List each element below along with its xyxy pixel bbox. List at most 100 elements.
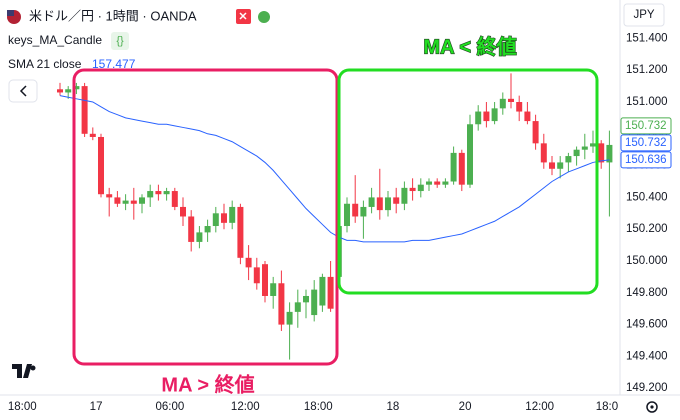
- candle-body: [368, 197, 375, 207]
- collapse-button[interactable]: [8, 79, 38, 103]
- candle-body: [573, 149, 580, 157]
- candle-body: [450, 152, 457, 182]
- candle-body: [401, 187, 408, 204]
- x-tick-label: 18: [387, 401, 400, 413]
- x-tick-label: 12:00: [231, 401, 260, 413]
- x-tick-label: 12:00: [525, 401, 554, 413]
- candle-body: [98, 136, 104, 195]
- x-tick-label: 18:0: [596, 401, 618, 413]
- y-tick-label: 149.600: [626, 319, 668, 331]
- chart-title: 米ドル／円 · 1時間 · OANDA: [29, 8, 197, 23]
- candle-body: [581, 146, 588, 150]
- candle-body: [327, 276, 334, 309]
- indicator-name: keys_MA_Candle: [8, 33, 102, 47]
- candle-body: [114, 197, 121, 204]
- svg-text:{}: {}: [116, 35, 124, 47]
- candle-body: [73, 86, 80, 90]
- candle-body: [417, 184, 424, 192]
- candle-body: [352, 203, 359, 217]
- price-label-box: [620, 151, 672, 169]
- candle-body: [188, 216, 195, 242]
- candle-body: [270, 283, 277, 296]
- annotation-label: MA < 終値: [423, 34, 516, 58]
- y-tick-label: 150.400: [626, 191, 668, 203]
- candle-body: [106, 194, 113, 198]
- y-tick-label: 150.200: [626, 223, 668, 235]
- candle-body: [467, 124, 473, 185]
- candle-body: [376, 197, 383, 211]
- candle-body: [565, 156, 572, 163]
- price-label-text: 150.732: [625, 137, 667, 149]
- candle-body: [590, 143, 596, 147]
- price-label-text: 150.732: [625, 120, 667, 132]
- sma-label: SMA 21 close: [8, 57, 82, 71]
- candle-body: [426, 181, 432, 185]
- candle-body: [81, 86, 88, 134]
- candle-body: [549, 162, 555, 169]
- candle-body: [278, 283, 285, 325]
- price-label-box: [620, 117, 672, 135]
- flag-icon[interactable]: [236, 9, 251, 24]
- candle-body: [139, 197, 145, 204]
- price-label-text: 150.636: [625, 154, 667, 166]
- candle-body: [540, 143, 547, 163]
- candle-body: [311, 289, 318, 316]
- source-code-icon[interactable]: {}: [111, 32, 129, 50]
- y-tick-label: 149.400: [626, 350, 668, 362]
- sma-value: 157.477: [92, 57, 136, 71]
- x-tick-label: 17: [90, 401, 103, 413]
- price-label: 150.732: [620, 117, 672, 135]
- tradingview-logo: [12, 364, 36, 378]
- candle-body: [294, 302, 301, 312]
- settings-icon[interactable]: [646, 401, 658, 413]
- x-tick-label: 18:00: [8, 401, 37, 413]
- candle-body: [122, 200, 129, 204]
- candle-body: [204, 226, 211, 233]
- candle-body: [212, 213, 219, 227]
- candle-body: [606, 144, 613, 163]
- candle-body: [57, 89, 63, 93]
- candle-body: [442, 181, 449, 185]
- y-tick-label: 151.000: [626, 96, 668, 108]
- candle-body: [65, 89, 72, 93]
- candle-body: [557, 162, 564, 169]
- candle-body: [344, 203, 350, 227]
- candle-body: [516, 102, 523, 112]
- candle-body: [598, 143, 605, 163]
- candle-body: [163, 191, 170, 195]
- candle-body: [524, 111, 531, 122]
- candle-body: [499, 98, 506, 109]
- candle-body: [155, 191, 162, 195]
- price-label-box: [620, 134, 672, 152]
- currency: JPY: [633, 9, 654, 21]
- candle-body: [532, 121, 539, 144]
- candle-body: [491, 108, 498, 122]
- candle-body: [483, 111, 490, 122]
- market-status: [258, 11, 270, 23]
- candle-body: [360, 206, 367, 217]
- candle-body: [229, 206, 236, 223]
- candle-body: [434, 181, 441, 185]
- y-tick-label: 151.200: [626, 64, 668, 76]
- price-label: 150.732: [620, 134, 672, 152]
- y-tick-label: 149.200: [626, 382, 668, 394]
- candle-body: [262, 264, 268, 296]
- candle-body: [475, 111, 482, 125]
- candle-body: [458, 152, 465, 185]
- candle-body: [180, 206, 186, 217]
- annotation-label: MA > 終値: [161, 372, 254, 396]
- annotation-box: [337, 68, 599, 295]
- candle-body: [508, 98, 514, 102]
- candle-body: [303, 295, 309, 303]
- currency-button[interactable]: JPY: [623, 3, 665, 27]
- y-tick-label: 150.000: [626, 255, 668, 267]
- candle-body: [286, 311, 293, 325]
- x-tick-label: 06:00: [155, 401, 184, 413]
- candle-body: [245, 257, 252, 268]
- candle-body: [196, 232, 203, 242]
- candle-body: [393, 197, 400, 204]
- candle-body: [237, 206, 244, 258]
- x-tick-label: 20: [459, 401, 472, 413]
